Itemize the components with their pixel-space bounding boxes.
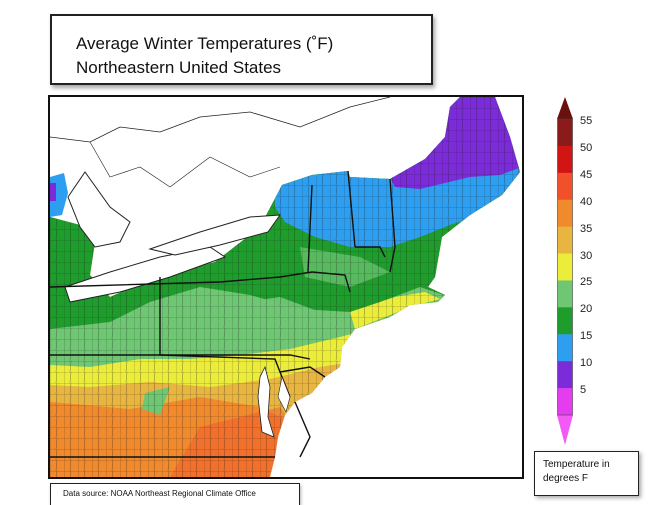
delaware-bay (277, 375, 291, 413)
chesapeake-bay (257, 365, 275, 438)
legend-swatch-40 (557, 199, 573, 228)
legend-swatch-45 (557, 172, 573, 201)
lake-huron (67, 171, 131, 248)
michigan-cold-spot (50, 183, 56, 201)
data-source-note: Data source: NOAA Northeast Regional Cli… (50, 483, 300, 505)
legend-swatch-25 (557, 280, 573, 308)
legend-tick-40: 40 (580, 195, 593, 208)
temperature-map (48, 95, 524, 479)
legend-tick-15: 15 (580, 330, 593, 343)
map-subtitle: Northeastern United States (76, 58, 282, 77)
legend-swatch-50 (557, 145, 573, 174)
legend-tick-45: 45 (580, 168, 593, 181)
legend-swatch-10 (557, 361, 573, 389)
legend-tick-35: 35 (580, 222, 593, 235)
map-svg (50, 97, 522, 477)
legend-swatch-35 (557, 226, 573, 254)
legend-units-line1: Temperature in (543, 459, 610, 470)
legend-tick-20: 20 (580, 303, 593, 316)
legend-tick-25: 25 (580, 276, 593, 289)
legend-swatch-15 (557, 334, 573, 362)
legend-units-box: Temperature in degrees F (534, 451, 639, 496)
legend-tick-55: 55 (580, 115, 593, 127)
legend-tick-10: 10 (580, 357, 593, 370)
legend-bottom-arrow (557, 415, 573, 445)
legend-tick-5: 5 (580, 384, 587, 397)
lake-erie (64, 246, 227, 303)
legend-outline (557, 118, 573, 416)
legend-swatch-20 (557, 307, 573, 335)
legend-tick-30: 30 (580, 249, 593, 262)
legend-tick-50: 50 (580, 141, 593, 154)
lake-ontario (148, 214, 282, 256)
map-title-box: Average Winter Temperatures (˚F) Northea… (50, 14, 433, 85)
legend-top-arrow (557, 97, 573, 119)
state-boundaries (50, 170, 396, 458)
canada-province-line (89, 141, 281, 188)
map-title: Average Winter Temperatures (˚F) (76, 34, 334, 53)
legend-swatch-55 (557, 119, 573, 147)
legend-swatch-5 (557, 388, 573, 416)
canada-coast-line (50, 97, 391, 143)
color-legend-bar (557, 97, 573, 445)
legend-swatch-30 (557, 253, 573, 281)
legend-units-line2: degrees F (543, 473, 589, 484)
